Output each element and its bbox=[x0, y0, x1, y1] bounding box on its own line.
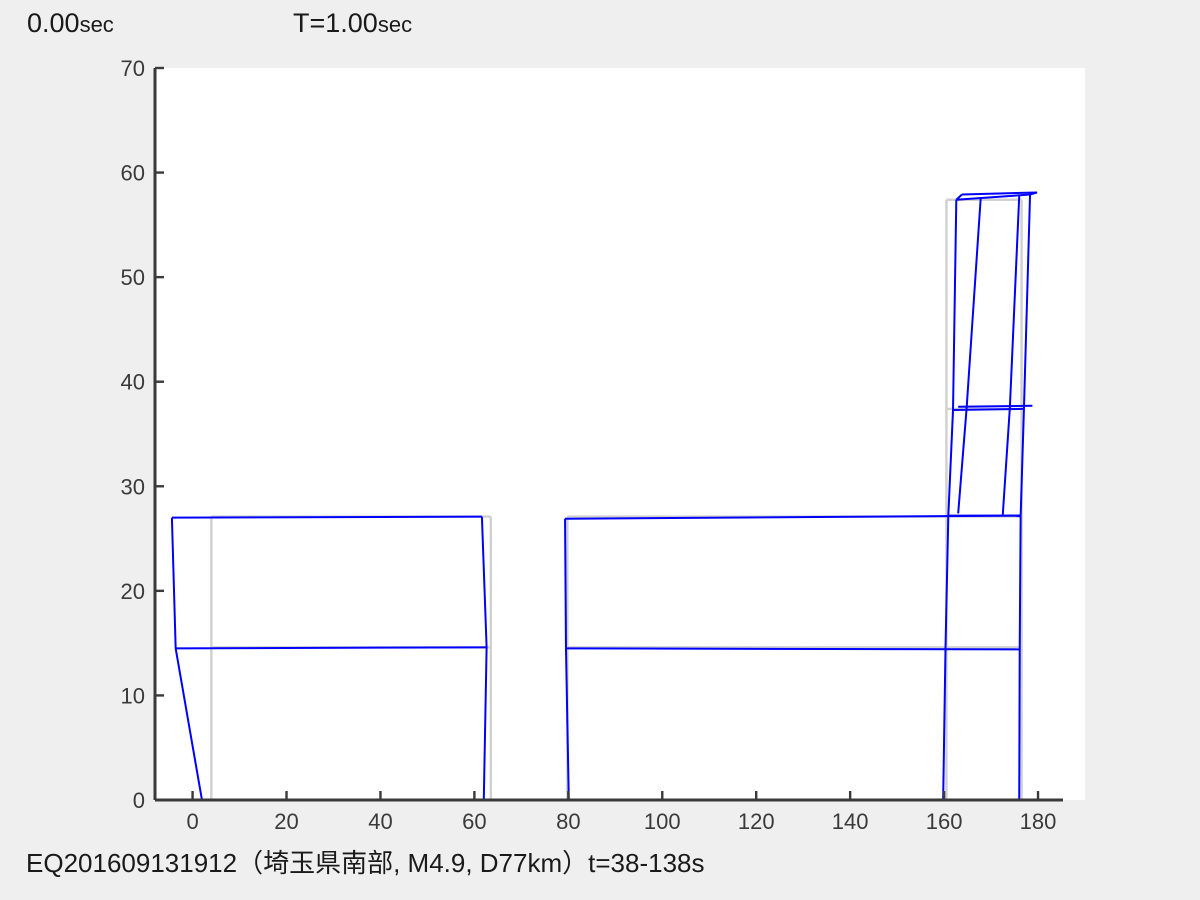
period-prefix: T= bbox=[293, 8, 326, 38]
current-time-label: 0.00sec bbox=[27, 8, 114, 39]
y-tick-label: 30 bbox=[121, 474, 145, 499]
current-time-unit: sec bbox=[79, 12, 114, 37]
y-tick-label: 40 bbox=[121, 370, 145, 395]
plot-background bbox=[155, 68, 1085, 800]
frame-member bbox=[957, 197, 982, 514]
period-unit: sec bbox=[377, 12, 413, 37]
y-tick-label: 10 bbox=[121, 683, 145, 708]
axes bbox=[153, 68, 1063, 802]
y-tick-label: 20 bbox=[121, 579, 145, 604]
period-value: 1.00 bbox=[325, 8, 378, 38]
frame-member bbox=[565, 647, 1020, 651]
x-tick-label: 20 bbox=[274, 809, 298, 834]
tick-marks bbox=[155, 66, 1040, 802]
y-tick-label: 50 bbox=[121, 265, 145, 290]
x-tick-label: 40 bbox=[368, 809, 392, 834]
x-tick-label: 140 bbox=[832, 809, 869, 834]
x-tick-label: 180 bbox=[1020, 809, 1057, 834]
y-tick-label: 60 bbox=[121, 161, 145, 186]
frame-member bbox=[955, 193, 963, 201]
frame-member bbox=[953, 407, 1024, 411]
frame-member bbox=[958, 404, 1033, 408]
frame-member bbox=[1029, 191, 1038, 196]
period-label: T=1.00sec bbox=[293, 8, 412, 39]
x-tick-label: 100 bbox=[644, 809, 681, 834]
frame-member bbox=[171, 515, 482, 519]
frame-member bbox=[956, 193, 1031, 201]
series-deformed-tower bbox=[947, 191, 1038, 517]
frame-member bbox=[565, 514, 1021, 520]
figure-caption: EQ201609131912（埼玉県南部, M4.9, D77km）t=38-1… bbox=[26, 848, 705, 878]
current-time-value: 0.00 bbox=[27, 8, 80, 38]
x-tick-label: 60 bbox=[462, 809, 486, 834]
x-tick-label: 120 bbox=[738, 809, 775, 834]
x-tick-label: 160 bbox=[926, 809, 963, 834]
series-deformed-frame-left bbox=[170, 515, 488, 801]
x-tick-label: 80 bbox=[556, 809, 580, 834]
frame-member bbox=[1001, 195, 1021, 515]
y-tick-label: 0 bbox=[133, 788, 145, 813]
y-tick-label: 70 bbox=[121, 56, 145, 81]
frame-member bbox=[175, 646, 487, 650]
x-tick-label: 0 bbox=[186, 809, 198, 834]
frame-member bbox=[961, 191, 1038, 196]
